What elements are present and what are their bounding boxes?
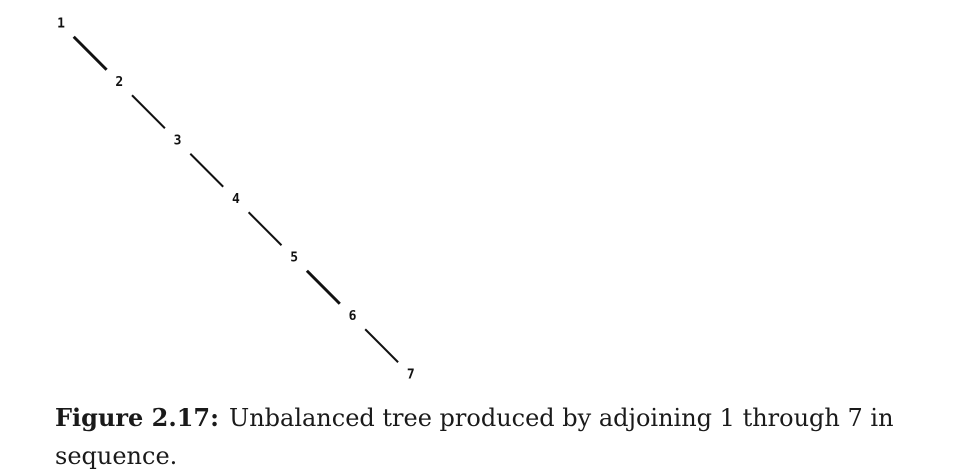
tree-edges bbox=[72, 35, 399, 363]
tree-node-6: 6 bbox=[349, 309, 357, 324]
tree-edge-4-5 bbox=[247, 211, 283, 246]
tree-node-1: 1 bbox=[57, 17, 65, 32]
tree-node-7: 7 bbox=[407, 368, 415, 383]
tree-nodes: 1 2 3 4 5 6 7 bbox=[57, 17, 415, 383]
tree-node-3: 3 bbox=[174, 134, 182, 149]
tree-edge-3-4 bbox=[189, 153, 224, 188]
caption-label: Figure 2.17: bbox=[55, 403, 219, 432]
tree-edge-5-6 bbox=[305, 269, 341, 305]
tree-node-5: 5 bbox=[290, 251, 298, 266]
tree-edge-6-7 bbox=[364, 328, 399, 363]
caption-text: Unbalanced tree produced by adjoining 1 … bbox=[55, 404, 894, 470]
tree-diagram: 1 2 3 4 5 6 7 bbox=[57, 17, 415, 383]
figure-caption: Figure 2.17: Unbalanced tree produced by … bbox=[55, 399, 955, 475]
tree-edge-1-2 bbox=[72, 35, 108, 71]
tree-node-4: 4 bbox=[232, 192, 240, 207]
tree-edge-2-3 bbox=[131, 94, 166, 129]
tree-node-2: 2 bbox=[115, 75, 123, 90]
